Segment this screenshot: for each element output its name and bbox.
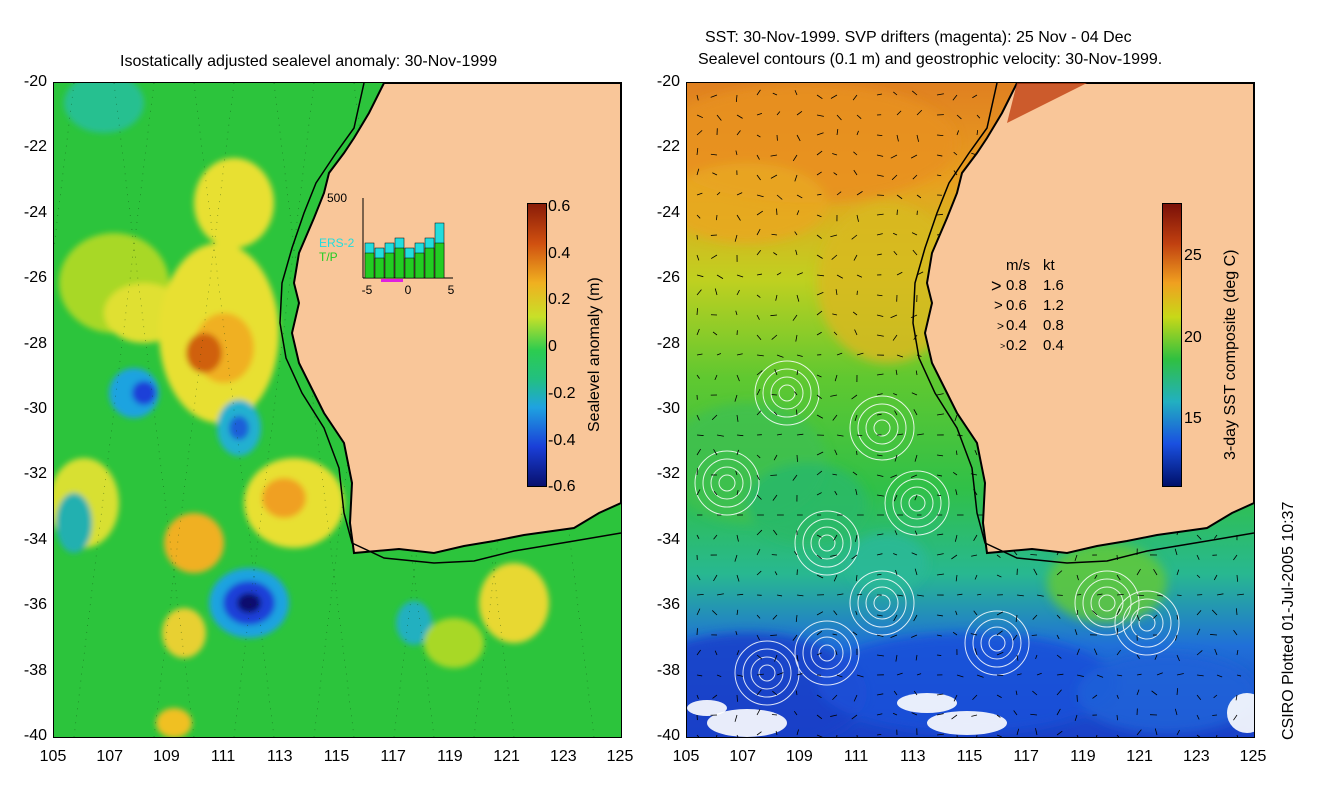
right-cb-tick-15: 15 (1184, 410, 1202, 427)
speed-legend-arrow-icon: > (994, 297, 1003, 314)
left-cb-tick: 0.4 (548, 244, 571, 262)
right-ytick: -34 (656, 530, 680, 548)
speed-legend-ms: 0.6 (1006, 297, 1027, 314)
left-xtick: 119 (437, 748, 463, 765)
inset-bar-tp (434, 242, 445, 279)
inset-bar-tp (384, 252, 395, 279)
left-ytick: -40 (23, 727, 47, 744)
speed-legend-arrow-icon: > (1000, 341, 1006, 351)
right-xtick: 111 (843, 748, 869, 765)
inset-bar-tp (414, 252, 425, 279)
right-colorbar (1162, 203, 1182, 487)
plot-credit: CSIRO Plotted 01-Jul-2005 10:37 (1280, 501, 1297, 740)
right-cb-tick-20: 20 (1184, 329, 1202, 346)
left-xtick: 105 (39, 748, 67, 765)
left-ytick: -22 (23, 138, 47, 156)
speed-legend-kt: 0.4 (1043, 337, 1064, 354)
left-cb-tick: 0.2 (548, 291, 571, 309)
inset-bar-tp (424, 247, 435, 279)
speed-legend-ms: 0.2 (1006, 337, 1027, 354)
right-ytick: -38 (656, 661, 680, 679)
right-ytick: -26 (656, 269, 680, 287)
right-map-canvas (687, 83, 1254, 737)
speed-legend-ms: 0.8 (1006, 277, 1027, 294)
left-map-title: Isostatically adjusted sealevel anomaly:… (120, 53, 498, 70)
left-xtick: 117 (380, 748, 406, 765)
shelf-contour-right (912, 83, 1254, 564)
right-xtick: 105 (672, 748, 700, 765)
left-ytick: -28 (23, 334, 47, 352)
left-colorbar (527, 203, 547, 487)
right-ytick: -24 (656, 203, 680, 221)
left-sealevel-map (53, 82, 622, 738)
left-cb-tick: 0.6 (548, 198, 571, 215)
right-map-title-line2: Sealevel contours (0.1 m) and geostrophi… (698, 51, 1163, 68)
shelf-contour (279, 83, 621, 564)
right-ytick: -32 (656, 465, 680, 483)
left-xtick: 115 (323, 748, 350, 765)
left-map-canvas (54, 83, 621, 737)
left-cb-tick: 0 (548, 338, 557, 356)
left-ytick: -36 (23, 596, 47, 614)
speed-legend-header-kt: kt (1043, 257, 1055, 274)
inset-ymax-label: 500 (327, 191, 347, 205)
inset-bar-tp (364, 252, 375, 279)
speed-legend-header-ms: m/s (1006, 257, 1031, 274)
left-ytick: -20 (23, 73, 47, 90)
left-xtick: 109 (153, 748, 180, 765)
inset-xtick-neg5: -5 (362, 283, 373, 297)
right-ytick: -40 (656, 727, 680, 744)
left-colorbar-label: Sealevel anomaly (m) (586, 277, 603, 432)
right-ytick: -20 (656, 73, 680, 90)
inset-bar-tp (374, 257, 385, 279)
right-ytick: -22 (656, 138, 680, 156)
right-cb-tick-25: 25 (1184, 247, 1202, 264)
left-xtick: 123 (549, 748, 577, 765)
speed-legend-ms: 0.4 (1006, 317, 1027, 334)
inset-bar-tp (394, 247, 405, 279)
left-ytick: -30 (23, 400, 47, 417)
speed-legend-kt: 0.8 (1043, 317, 1064, 334)
left-xtick: 111 (210, 748, 236, 765)
warm-coastal-strip (1007, 83, 1087, 123)
right-ytick: -36 (656, 596, 680, 614)
inset-xtick-5: 5 (448, 283, 455, 297)
right-xtick: 125 (1239, 748, 1267, 765)
inset-legend-tp: T/P (319, 250, 338, 264)
speed-legend-kt: 1.2 (1043, 297, 1064, 314)
right-xtick: 121 (1126, 748, 1153, 765)
right-xtick: 117 (1013, 748, 1039, 765)
left-cb-tick: -0.6 (548, 478, 576, 496)
inset-track-histogram: 500 ERS-2 T/P -5 0 5 (319, 191, 455, 297)
left-ytick: -38 (23, 661, 47, 679)
speed-legend-arrow-icon: > (997, 319, 1005, 333)
speed-legend-arrow-icon: > (991, 276, 1002, 296)
right-xtick: 109 (786, 748, 813, 765)
right-ytick: -28 (656, 334, 680, 352)
left-ytick: -24 (23, 203, 47, 221)
left-xtick: 121 (493, 748, 520, 765)
inset-bar-tp (404, 257, 415, 279)
right-sst-map (686, 82, 1255, 738)
right-ytick: -30 (656, 400, 680, 417)
right-colorbar-label: 3-day SST composite (deg C) (1222, 249, 1239, 460)
inset-legend-ers: ERS-2 (319, 236, 355, 250)
right-xtick: 107 (729, 748, 757, 765)
right-xtick: 123 (1182, 748, 1210, 765)
inset-xtick-0: 0 (405, 283, 412, 297)
left-ytick: -26 (23, 269, 47, 287)
right-xtick: 113 (900, 748, 926, 765)
left-cb-tick: -0.2 (548, 384, 576, 402)
left-ytick: -34 (23, 530, 47, 548)
left-xtick: 107 (96, 748, 124, 765)
right-xtick: 115 (956, 748, 983, 765)
left-xtick: 125 (606, 748, 634, 765)
left-xtick: 113 (267, 748, 293, 765)
right-xtick: 119 (1070, 748, 1096, 765)
right-map-title-line1: SST: 30-Nov-1999. SVP drifters (magenta)… (705, 29, 1132, 46)
speed-legend-kt: 1.6 (1043, 277, 1064, 294)
left-cb-tick: -0.4 (548, 431, 576, 449)
left-ytick: -32 (23, 465, 47, 483)
